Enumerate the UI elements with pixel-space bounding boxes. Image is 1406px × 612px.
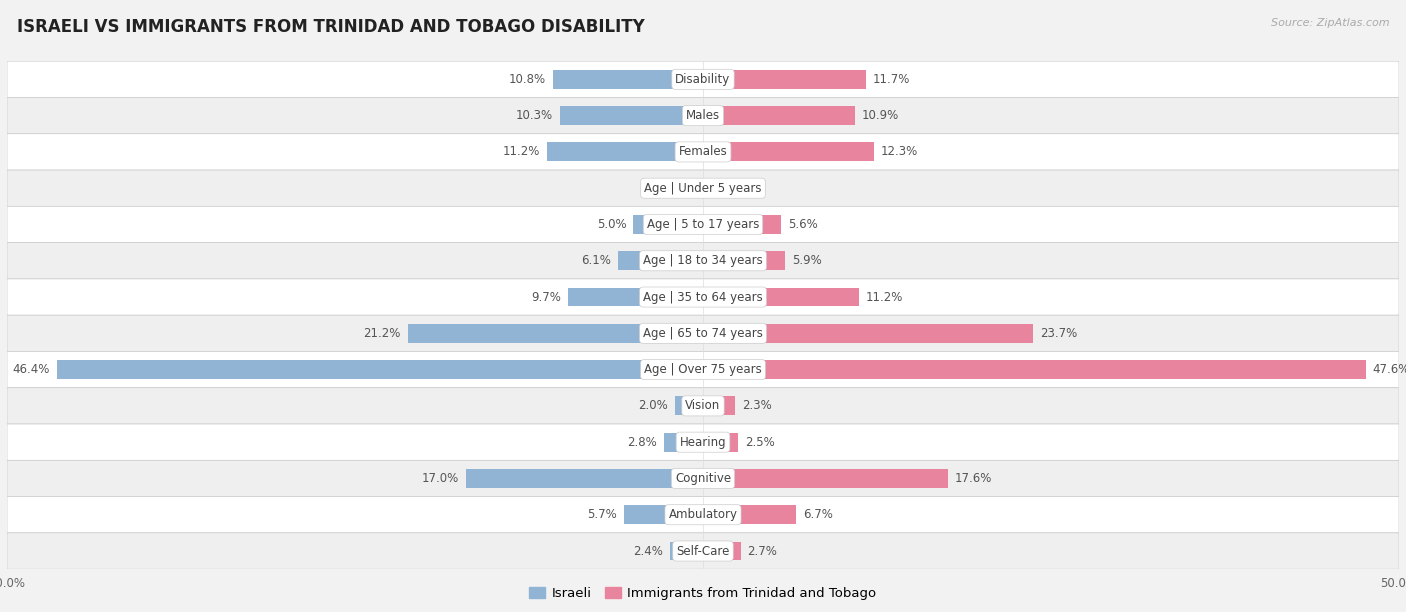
Text: 21.2%: 21.2% [364,327,401,340]
Bar [703,106,855,125]
Text: Females: Females [679,146,727,159]
Text: Age | 35 to 64 years: Age | 35 to 64 years [643,291,763,304]
Text: 11.2%: 11.2% [866,291,903,304]
Text: 11.7%: 11.7% [873,73,910,86]
FancyBboxPatch shape [7,388,1399,424]
Text: 1.1%: 1.1% [725,182,755,195]
FancyBboxPatch shape [7,206,1399,242]
Text: Ambulatory: Ambulatory [668,508,738,521]
Bar [553,70,703,89]
Bar [568,288,703,307]
Text: Age | Over 75 years: Age | Over 75 years [644,363,762,376]
Text: Self-Care: Self-Care [676,545,730,558]
Bar [703,360,1365,379]
Text: 17.0%: 17.0% [422,472,460,485]
Bar [560,106,703,125]
Bar [703,469,948,488]
Text: 2.8%: 2.8% [627,436,657,449]
FancyBboxPatch shape [7,315,1399,351]
Text: 10.9%: 10.9% [862,109,898,122]
Text: 1.1%: 1.1% [651,182,681,195]
Bar [58,360,703,379]
FancyBboxPatch shape [7,61,1399,97]
Text: 23.7%: 23.7% [1040,327,1077,340]
Bar [664,433,703,452]
Bar [703,397,735,416]
Text: 9.7%: 9.7% [531,291,561,304]
Bar [688,179,703,198]
Text: 6.1%: 6.1% [581,254,612,267]
Text: Hearing: Hearing [679,436,727,449]
Bar [703,506,796,524]
Text: 11.2%: 11.2% [503,146,540,159]
Text: Source: ZipAtlas.com: Source: ZipAtlas.com [1271,18,1389,28]
Text: Disability: Disability [675,73,731,86]
Text: 17.6%: 17.6% [955,472,993,485]
Bar [619,252,703,270]
Bar [547,143,703,162]
FancyBboxPatch shape [7,134,1399,170]
FancyBboxPatch shape [7,97,1399,134]
Bar [703,433,738,452]
Text: 2.3%: 2.3% [742,400,772,412]
Bar [467,469,703,488]
Text: 2.4%: 2.4% [633,545,662,558]
Text: 2.5%: 2.5% [745,436,775,449]
Bar [408,324,703,343]
Text: Cognitive: Cognitive [675,472,731,485]
Text: 2.0%: 2.0% [638,400,668,412]
Text: Vision: Vision [685,400,721,412]
Text: 47.6%: 47.6% [1372,363,1406,376]
Bar [703,288,859,307]
Bar [633,215,703,234]
Bar [675,397,703,416]
Bar [624,506,703,524]
Bar [669,542,703,561]
Text: Age | 65 to 74 years: Age | 65 to 74 years [643,327,763,340]
Text: 10.8%: 10.8% [509,73,546,86]
FancyBboxPatch shape [7,460,1399,496]
FancyBboxPatch shape [7,242,1399,279]
FancyBboxPatch shape [7,533,1399,569]
Bar [703,215,780,234]
FancyBboxPatch shape [7,496,1399,533]
FancyBboxPatch shape [7,424,1399,460]
FancyBboxPatch shape [7,170,1399,206]
Text: 2.7%: 2.7% [748,545,778,558]
Bar [703,70,866,89]
FancyBboxPatch shape [7,351,1399,388]
Text: 12.3%: 12.3% [882,146,918,159]
Text: 5.9%: 5.9% [792,254,823,267]
Text: Age | Under 5 years: Age | Under 5 years [644,182,762,195]
Text: ISRAELI VS IMMIGRANTS FROM TRINIDAD AND TOBAGO DISABILITY: ISRAELI VS IMMIGRANTS FROM TRINIDAD AND … [17,18,644,36]
Text: 5.0%: 5.0% [596,218,627,231]
Text: 5.6%: 5.6% [787,218,818,231]
Text: Age | 18 to 34 years: Age | 18 to 34 years [643,254,763,267]
Text: Age | 5 to 17 years: Age | 5 to 17 years [647,218,759,231]
Text: 5.7%: 5.7% [586,508,617,521]
Bar [703,143,875,162]
Bar [703,252,785,270]
Bar [703,542,741,561]
Bar [703,324,1033,343]
Text: 10.3%: 10.3% [516,109,553,122]
Bar [703,179,718,198]
Legend: Israeli, Immigrants from Trinidad and Tobago: Israeli, Immigrants from Trinidad and To… [524,582,882,606]
FancyBboxPatch shape [7,279,1399,315]
Text: 6.7%: 6.7% [803,508,834,521]
Text: Males: Males [686,109,720,122]
Text: 46.4%: 46.4% [13,363,51,376]
